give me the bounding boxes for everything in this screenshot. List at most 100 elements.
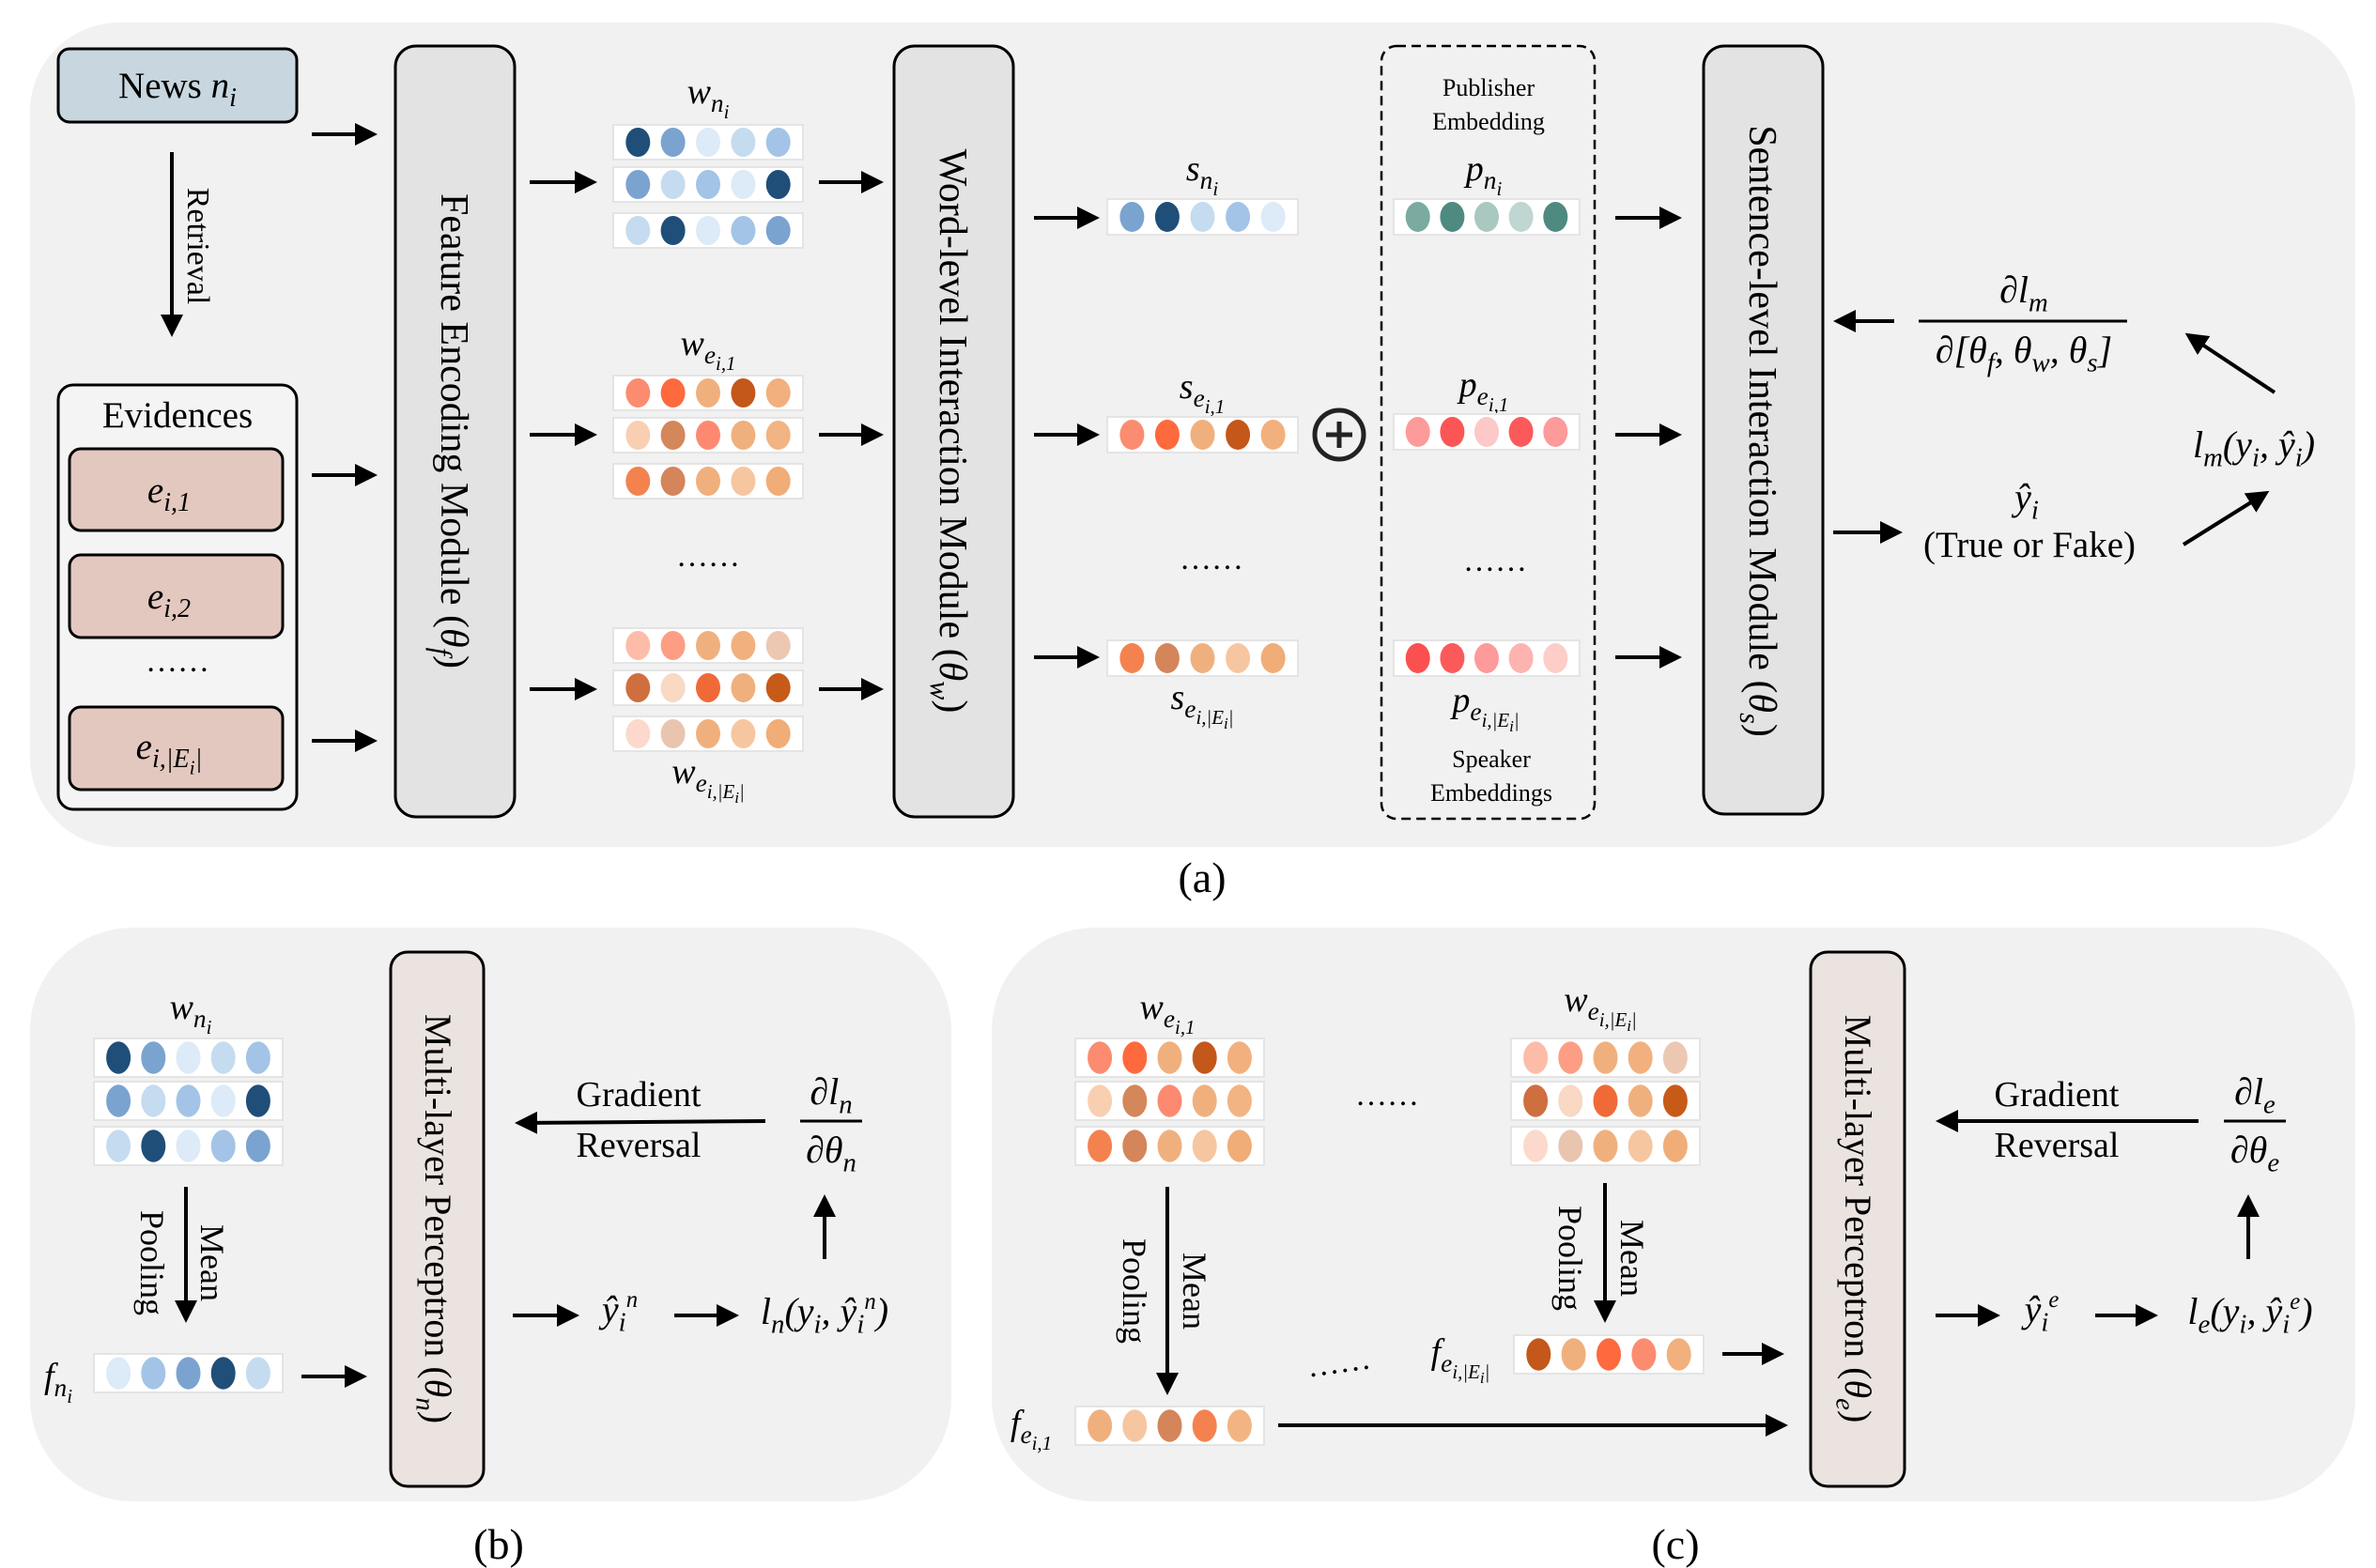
- math-part: i: [229, 84, 237, 113]
- math-part: p: [1449, 681, 1470, 720]
- embedding-dot: [660, 467, 686, 496]
- math-part: e: [1830, 1398, 1860, 1410]
- embedding-dot: [1122, 1409, 1148, 1442]
- embedding-dot: [765, 631, 791, 660]
- math-part: e: [2267, 1148, 2279, 1178]
- w-ei1-row: [1074, 1126, 1265, 1166]
- math-part: i: [734, 789, 739, 807]
- w-ni-label: wni: [170, 988, 212, 1038]
- gradient-numerator: ∂le: [2234, 1070, 2276, 1120]
- embedding-dot: [765, 719, 791, 748]
- evidence-ellipsis: ……: [146, 644, 209, 679]
- news-box: [56, 47, 299, 124]
- embedding-dot: [625, 421, 651, 450]
- embedding-dot: [1523, 1084, 1549, 1117]
- sentence-level-module-label: Sentence-level Interaction Module (θs): [1734, 125, 1783, 737]
- embedding-dot: [1662, 1041, 1688, 1074]
- embedding-dot: [1628, 1041, 1653, 1074]
- mean-label: Mean: [193, 1224, 231, 1301]
- math-part: ): [874, 1290, 888, 1332]
- math-part: e: [1164, 1005, 1175, 1033]
- embedding-dot: [141, 1041, 166, 1074]
- embedding-dot: [1543, 417, 1568, 447]
- math-part: w: [687, 72, 712, 112]
- embedding-dot: [1226, 420, 1251, 450]
- math-part: ): [1837, 1410, 1879, 1422]
- math-part: n: [864, 1289, 875, 1314]
- math-part: i: [1224, 715, 1228, 732]
- math-part: n: [410, 1397, 440, 1410]
- math-part: l: [761, 1290, 771, 1332]
- embedding-dot: [176, 1130, 201, 1162]
- math-part: n: [771, 1310, 784, 1340]
- embedding-dot: [245, 1084, 270, 1117]
- gradient-denominator: ∂θe: [2230, 1129, 2279, 1178]
- w-ni-row: [93, 1081, 284, 1121]
- math-part: i: [2239, 1310, 2246, 1340]
- evidences-title: Evidences: [102, 395, 253, 436]
- embedding-dot: [1405, 202, 1430, 232]
- embedding-dot: [660, 170, 686, 199]
- feature-encoding-module-label: Feature Encoding Module (θf): [425, 193, 475, 669]
- embedding-dot: [731, 128, 756, 157]
- embedding-dot: [1405, 643, 1430, 673]
- math-part: i: [1627, 1017, 1631, 1035]
- math-part: Multi-layer Perceptron (: [1837, 1015, 1879, 1380]
- math-part: p: [1463, 149, 1484, 189]
- embedding-dot: [765, 216, 791, 245]
- math-part: i: [2031, 496, 2039, 526]
- embedding-dot: [1226, 202, 1251, 232]
- embedding-dot: [625, 128, 651, 157]
- panel-c-background: [992, 928, 2355, 1501]
- embedding-dot: [1088, 1084, 1113, 1117]
- plus-icon: [1312, 407, 1366, 462]
- embedding-dot: [1523, 1130, 1549, 1162]
- math-part: n: [1200, 166, 1213, 194]
- loss-label: ln(yi, ŷin): [761, 1289, 888, 1339]
- embedding-dot: [1157, 1084, 1182, 1117]
- embedding-dot: [245, 1130, 270, 1162]
- s-ni-label: sni: [1186, 149, 1219, 200]
- embedding-dot: [210, 1357, 236, 1390]
- embedding-dot: [1154, 420, 1180, 450]
- math-part: ∂θ: [806, 1129, 842, 1171]
- math-part: ): [1740, 724, 1783, 737]
- feature-encoding-module: [393, 44, 517, 819]
- math-part: l: [2187, 1290, 2198, 1332]
- math-part: l: [2193, 423, 2203, 466]
- embedding-dot: [1405, 417, 1430, 447]
- gradient-denominator: ∂θn: [806, 1129, 856, 1178]
- math-part: (y: [2223, 423, 2252, 466]
- w-ei1-label: wei,1: [1139, 988, 1195, 1038]
- s-ei1-label: sei,1: [1180, 367, 1225, 418]
- math-part: θ: [432, 628, 475, 648]
- math-part: , ŷ: [2246, 1290, 2282, 1332]
- math-part: e: [2048, 1287, 2059, 1313]
- math-part: n: [54, 1374, 68, 1402]
- embedding-dot: [731, 378, 756, 407]
- math-part: e: [1477, 382, 1489, 410]
- math-part: i,1: [716, 352, 735, 375]
- math-part: i: [2282, 1310, 2290, 1340]
- w-eE-row: [1510, 1081, 1701, 1121]
- embedding-dot: [696, 170, 720, 199]
- f-eE-row: [1513, 1334, 1705, 1375]
- math-part: e: [1020, 1421, 1031, 1449]
- math-part: , θ: [2050, 329, 2088, 371]
- math-part: w: [924, 681, 956, 699]
- f-ni-row: [93, 1353, 284, 1393]
- embedding-dot: [1119, 643, 1145, 673]
- w-ei1-row: [612, 417, 804, 453]
- speaker-title: Speaker: [1452, 746, 1531, 773]
- embedding-dot: [1192, 1130, 1217, 1162]
- embedding-dot: [1119, 202, 1145, 232]
- embedding-dot: [1088, 1041, 1113, 1074]
- embedding-dot: [1227, 1409, 1252, 1442]
- embedding-dot: [660, 631, 686, 660]
- math-part: i,1: [163, 488, 191, 517]
- embedding-dot: [1662, 1130, 1688, 1162]
- embedding-dot: [1440, 202, 1465, 232]
- math-part: |: [1631, 1008, 1637, 1031]
- embedding-dot: [696, 719, 720, 748]
